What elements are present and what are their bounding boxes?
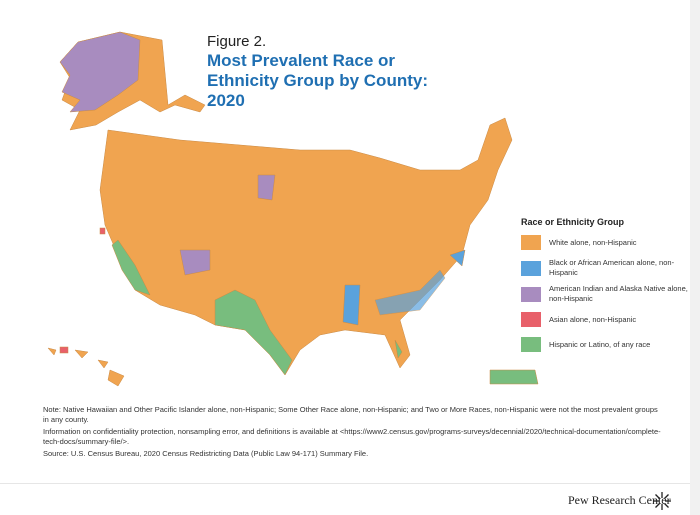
hawaii-asian bbox=[59, 346, 69, 354]
legend-item-asian: Asian alone, non-Hispanic bbox=[521, 310, 691, 329]
info-text: Information on confidentiality protectio… bbox=[43, 427, 661, 446]
legend-swatch bbox=[521, 286, 541, 302]
figure-label: Figure 2. bbox=[207, 33, 267, 50]
legend-swatch bbox=[521, 260, 541, 276]
puerto-rico bbox=[489, 369, 539, 385]
legend-item-white: White alone, non-Hispanic bbox=[521, 233, 691, 252]
hawaii bbox=[47, 347, 125, 387]
legend: Race or Ethnicity Group White alone, non… bbox=[521, 217, 691, 360]
legend-title: Race or Ethnicity Group bbox=[521, 217, 625, 227]
ai-region-dakotas bbox=[257, 174, 276, 201]
legend-item-hispanic: Hispanic or Latino, of any race bbox=[521, 335, 691, 354]
pew-brand: Pew Research Center bbox=[568, 493, 671, 507]
legend-swatch bbox=[521, 235, 541, 250]
legend-swatch bbox=[521, 337, 541, 352]
asian-region-sf bbox=[99, 227, 106, 235]
us-county-map bbox=[47, 31, 539, 387]
legend-item-american-indian: American Indian and Alaska Native alone,… bbox=[521, 284, 691, 304]
legend-label: Asian alone, non-Hispanic bbox=[549, 314, 637, 324]
legend-label: Hispanic or Latino, of any race bbox=[549, 339, 651, 349]
legend-label: American Indian and Alaska Native alone,… bbox=[549, 284, 688, 303]
map-title: Most Prevalent Race or Ethnicity Group b… bbox=[207, 51, 428, 110]
hispanic-region-florida bbox=[394, 339, 403, 359]
footer-divider bbox=[0, 483, 690, 484]
black-region-southeast bbox=[374, 269, 446, 316]
black-region-mississippi bbox=[342, 284, 361, 326]
pew-logo-icon bbox=[653, 492, 671, 510]
hispanic-region-california bbox=[111, 239, 151, 296]
legend-swatch bbox=[521, 312, 541, 327]
alaska-native-region bbox=[59, 31, 141, 113]
contiguous-us bbox=[99, 117, 513, 376]
right-edge bbox=[690, 0, 700, 515]
legend-label: Black or African American alone, non-His… bbox=[549, 258, 675, 277]
notes: Note: Native Hawaiian and Other Pacific … bbox=[43, 405, 663, 461]
hispanic-region-southwest bbox=[214, 289, 293, 376]
black-region-virginia bbox=[449, 249, 466, 267]
legend-item-black: Black or African American alone, non-His… bbox=[521, 258, 691, 278]
source-text: Source: U.S. Census Bureau, 2020 Census … bbox=[43, 449, 369, 458]
legend-label: White alone, non-Hispanic bbox=[549, 237, 637, 247]
ai-region-navajo bbox=[179, 249, 211, 276]
note-text: Note: Native Hawaiian and Other Pacific … bbox=[43, 405, 658, 424]
